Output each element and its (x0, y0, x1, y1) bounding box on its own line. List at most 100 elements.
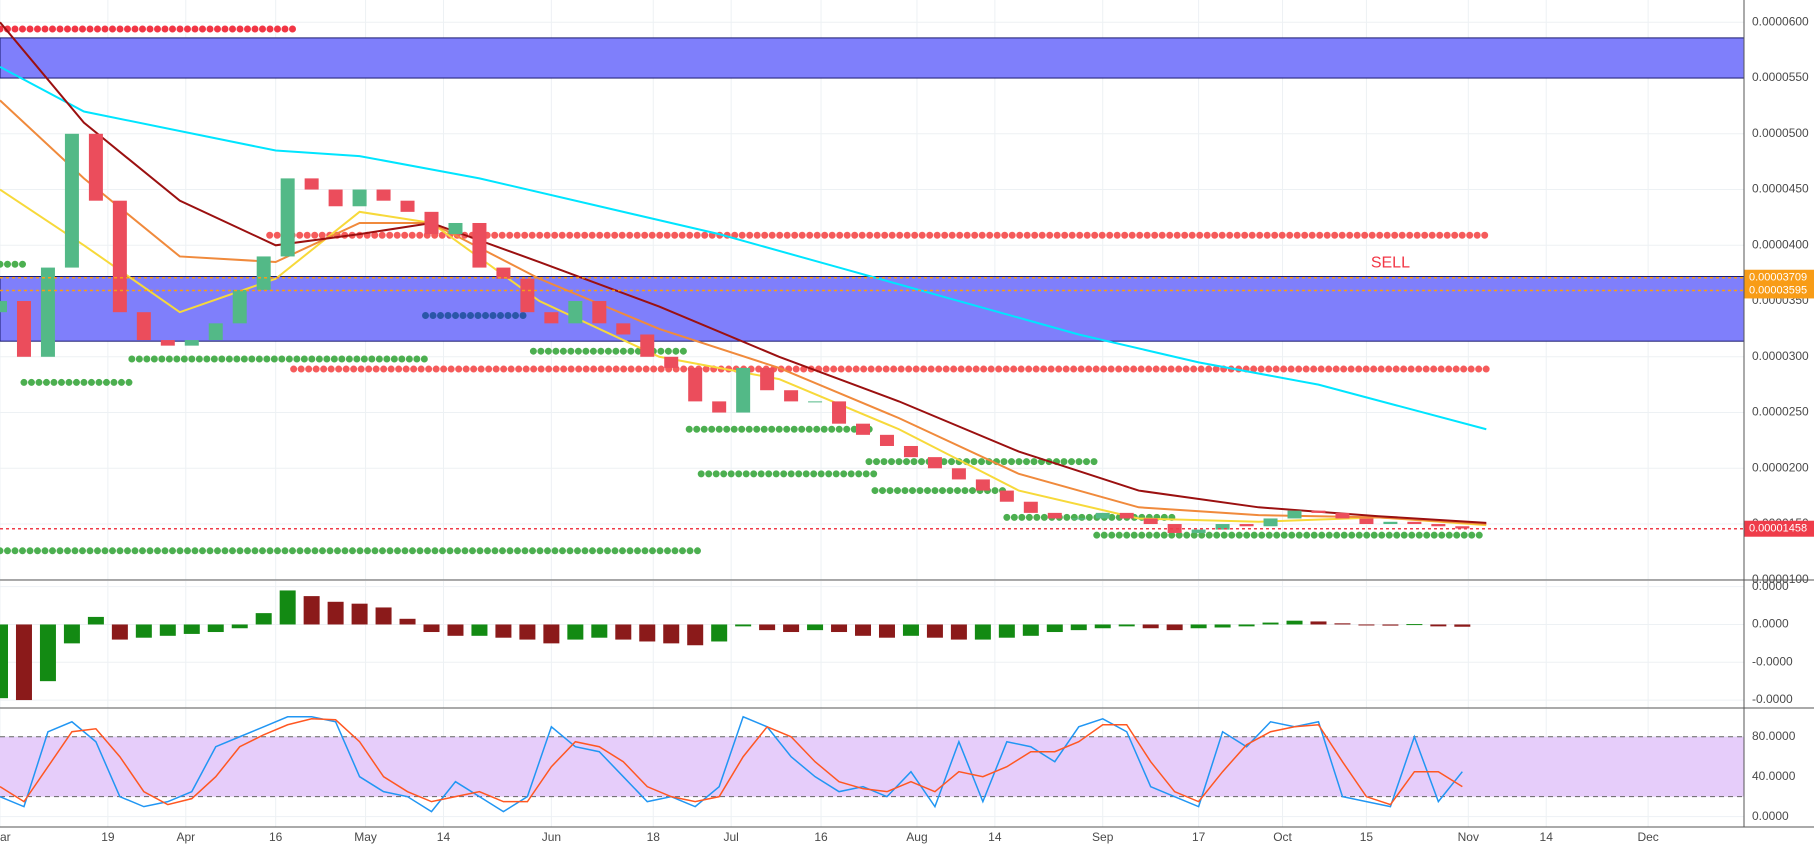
candle (208, 323, 223, 341)
candle (184, 340, 199, 346)
indicator-line (0, 21, 1487, 524)
hist-bar (519, 624, 536, 640)
hist-bar (1454, 624, 1471, 627)
hist-bar (423, 624, 440, 633)
hist-bar (1094, 624, 1111, 629)
hist-bar (471, 624, 488, 636)
candle (1143, 518, 1158, 525)
panel (0, 709, 1744, 827)
y-tick-label: 0.0000400 (1752, 237, 1809, 251)
candle (1095, 512, 1110, 519)
hist-bar (375, 607, 392, 625)
y-tick-label: 0.0000100 (1752, 572, 1809, 586)
candle (1287, 510, 1302, 519)
y-tick-label: 0.0000200 (1752, 460, 1809, 474)
x-tick-label: Apr (176, 830, 195, 844)
candle (136, 312, 151, 341)
x-tick-label: ar (0, 830, 11, 844)
hist-bar (615, 624, 632, 640)
candle (832, 401, 847, 424)
hist-bar (255, 613, 272, 625)
candle (40, 267, 55, 357)
candle (1335, 512, 1350, 519)
y-tick-label: 0.0000 (1752, 579, 1789, 593)
candle (903, 445, 918, 458)
candle (784, 390, 799, 402)
candle (951, 468, 966, 480)
candle (1071, 518, 1086, 520)
y-tick-label: 0.0000450 (1752, 182, 1809, 196)
hist-bar (1238, 624, 1255, 627)
candle (879, 434, 894, 446)
stoch-line (0, 718, 1463, 806)
price-tag (1744, 269, 1814, 286)
x-tick-label: Oct (1273, 830, 1292, 844)
candle (1047, 512, 1062, 519)
y-tick-label: 0.0000 (1752, 617, 1789, 631)
hist-bar (950, 624, 967, 640)
hist-bar (1142, 624, 1159, 629)
hist-bar (663, 624, 680, 644)
candle (160, 340, 175, 346)
x-tick-label: 16 (814, 830, 828, 844)
price-tag (1744, 520, 1814, 537)
hist-bar (135, 624, 152, 638)
candle (544, 312, 559, 324)
hist-bar (926, 624, 943, 638)
candle (712, 401, 727, 413)
candle (64, 133, 79, 268)
hist-bar (567, 624, 584, 640)
x-tick-label: 18 (647, 830, 661, 844)
panel (0, 581, 1744, 708)
candle (568, 301, 583, 324)
x-tick-label: Nov (1458, 830, 1479, 844)
hist-bar (15, 624, 32, 701)
price-tag-label: 0.00003709 (1749, 272, 1807, 284)
candle (1431, 524, 1446, 527)
candle (352, 189, 367, 207)
candle (88, 133, 103, 201)
candle (448, 222, 463, 235)
candle (616, 323, 631, 335)
candle (328, 189, 343, 207)
x-tick-label: Jun (542, 830, 561, 844)
hist-bar (1070, 624, 1087, 631)
candle (472, 222, 487, 268)
hist-bar (495, 624, 512, 638)
candle (856, 423, 871, 435)
hist-bar (543, 624, 560, 644)
candle (1407, 521, 1422, 525)
candle (1359, 518, 1374, 525)
candle (256, 256, 271, 290)
x-tick-label: 16 (269, 830, 283, 844)
y-tick-label: 0.0000600 (1752, 14, 1809, 28)
candle (304, 178, 319, 190)
hist-bar (1310, 621, 1327, 625)
hist-bar (1406, 624, 1423, 626)
x-tick-label: May (354, 830, 377, 844)
y-tick-label: 80.0000 (1752, 729, 1796, 743)
zone (0, 37, 1744, 79)
y-tick-label: 0.0000 (1752, 809, 1789, 823)
x-tick-label: 17 (1192, 830, 1206, 844)
hist-bar (231, 624, 248, 629)
hist-bar (1190, 624, 1207, 629)
hist-bar (447, 624, 464, 636)
x-tick-label: Dec (1637, 830, 1658, 844)
candle (376, 189, 391, 201)
candle (280, 178, 295, 257)
x-tick-label: 14 (988, 830, 1002, 844)
hist-bar (591, 624, 608, 638)
indicator-line (0, 188, 1487, 527)
hist-bar (279, 590, 296, 625)
candle (400, 200, 415, 212)
candle (232, 289, 247, 324)
y-tick-label: -0.0000 (1752, 692, 1793, 706)
x-tick-label: 15 (1360, 830, 1374, 844)
hist-bar (639, 624, 656, 642)
candle (927, 457, 942, 469)
price-tag-label: 0.00003595 (1749, 284, 1807, 296)
